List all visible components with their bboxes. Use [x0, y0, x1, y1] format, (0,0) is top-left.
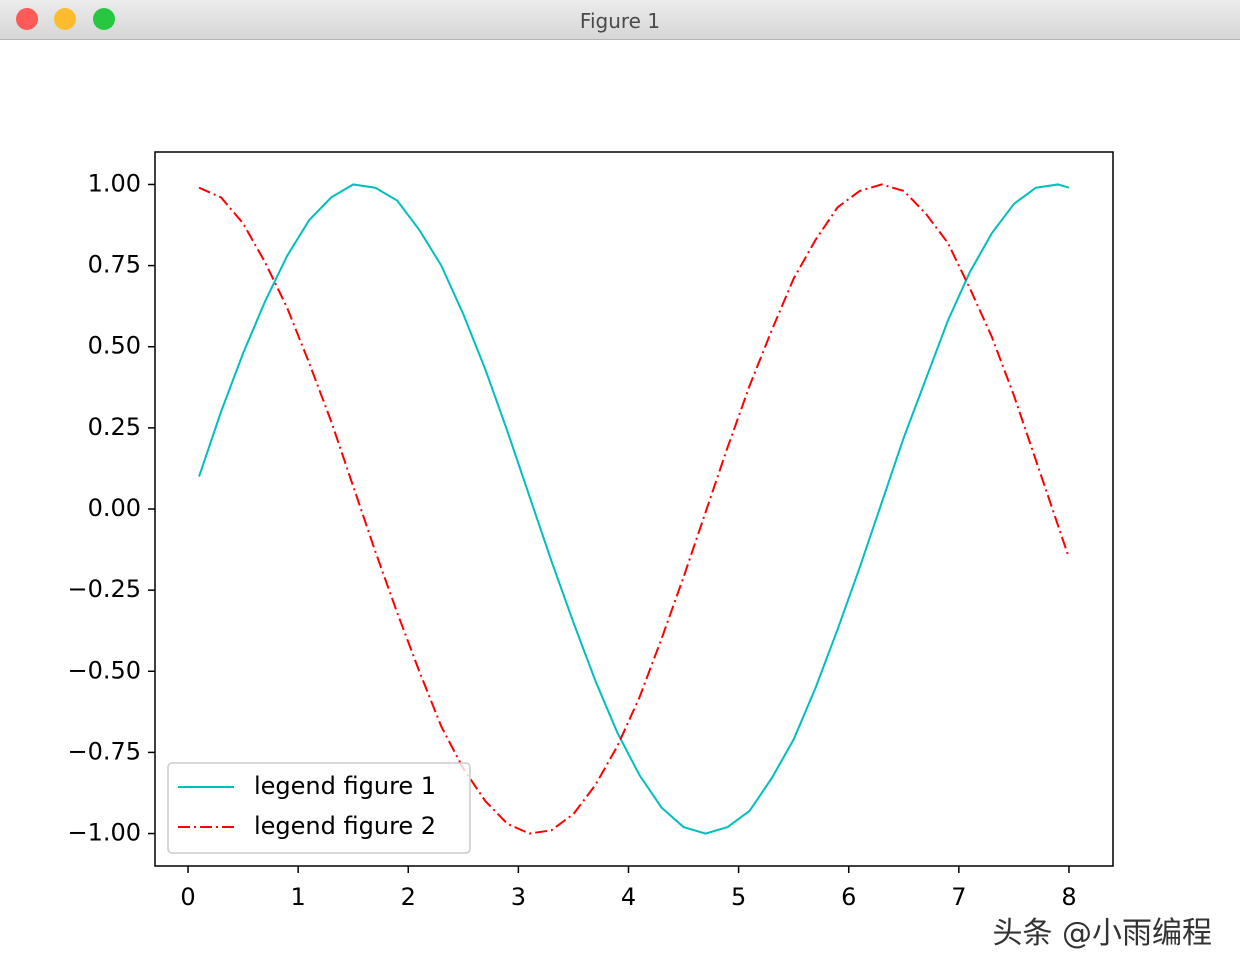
- plot-frame: [154, 151, 1114, 867]
- y-tick-label: −1.00: [67, 819, 141, 847]
- x-tick-label: 8: [1061, 883, 1076, 911]
- x-tick-label: 6: [841, 883, 856, 911]
- y-tick-label: 1.00: [88, 169, 141, 197]
- x-tick-label: 2: [401, 883, 416, 911]
- minimize-button[interactable]: [54, 8, 76, 30]
- close-button[interactable]: [16, 8, 38, 30]
- x-tick-label: 1: [291, 883, 306, 911]
- title-bar: Figure 1: [0, 0, 1240, 40]
- y-tick-label: −0.75: [67, 737, 141, 765]
- zoom-button[interactable]: [93, 8, 115, 30]
- y-tick-label: 0.25: [88, 413, 141, 441]
- y-tick-label: 0.00: [88, 494, 141, 522]
- chart: 1.00 0.75 0.50 0.25 0.00 −0.25 −0.50 −0.75 −1.00…: [67, 151, 1114, 911]
- x-tick-label: 4: [621, 883, 636, 911]
- y-tick-label: 0.50: [88, 332, 141, 360]
- legend: legend figure 1 legend figure 2: [167, 762, 471, 854]
- y-tick-label: 0.75: [88, 251, 141, 279]
- y-tick-label: −0.50: [67, 656, 141, 684]
- window-title: Figure 1: [579, 9, 661, 33]
- x-tick-label: 0: [180, 883, 195, 911]
- data-line: [198, 183, 1070, 835]
- data-line: [198, 183, 1070, 835]
- x-tick-label: 5: [731, 883, 746, 911]
- legend-box: [167, 762, 471, 854]
- y-tick-label: −0.25: [67, 575, 141, 603]
- x-tick-label: 7: [951, 883, 966, 911]
- legend-label: legend figure 2: [254, 812, 436, 840]
- watermark: 头条 @小雨编程: [992, 916, 1212, 951]
- legend-label: legend figure 1: [254, 772, 436, 800]
- x-tick-label: 3: [511, 883, 526, 911]
